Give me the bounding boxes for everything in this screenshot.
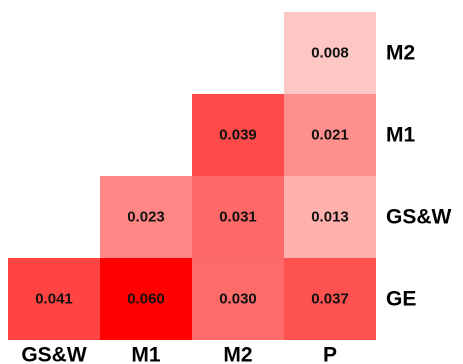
heatmap-cell-value-ge-gs-and-w: 0.041 — [35, 291, 73, 308]
heatmap-cell-ge-p — [284, 258, 376, 340]
heatmap-cell-value-ge-m1: 0.060 — [127, 291, 165, 308]
y-tick-label-ge: GE — [386, 288, 416, 311]
heatmap-cell-gs-and-w-m2 — [192, 176, 284, 258]
x-tick-label-m2: M2 — [223, 344, 252, 364]
heatmap-cell-gs-and-w-m1 — [100, 176, 192, 258]
heatmap-cell-m2-p — [284, 12, 376, 94]
heatmap-cell-value-ge-p: 0.037 — [311, 291, 349, 308]
heatmap-cell-gs-and-w-p — [284, 176, 376, 258]
heatmap-cell-m1-m2 — [192, 94, 284, 176]
heatmap-cell-value-ge-m2: 0.030 — [219, 291, 257, 308]
x-tick-label-gs-and-w: GS&W — [21, 344, 87, 364]
heatmap-cell-ge-gs-and-w — [8, 258, 100, 340]
heatmap-cell-value-m1-m2: 0.039 — [219, 127, 257, 144]
heatmap-cell-value-gs-and-w-m2: 0.031 — [219, 209, 257, 226]
heatmap-cell-m1-p — [284, 94, 376, 176]
y-tick-label-m1: M1 — [386, 124, 415, 147]
heatmap-cell-ge-m1 — [100, 258, 192, 340]
heatmap-cell-value-m2-p: 0.008 — [311, 45, 349, 62]
heatmap-cell-value-gs-and-w-p: 0.013 — [311, 209, 349, 226]
x-tick-label-p: P — [323, 344, 337, 364]
heatmap-cell-value-m1-p: 0.021 — [311, 127, 349, 144]
y-axis-tick-labels: M2 M1 GS&W GE — [386, 42, 452, 311]
heatmap-cell-ge-m2 — [192, 258, 284, 340]
heatmap-cell-value-gs-and-w-m1: 0.023 — [127, 209, 165, 226]
y-tick-label-gs-and-w: GS&W — [386, 206, 452, 229]
heatmap-cells: 0.008 0.039 0.021 0.023 0.031 0.013 0.041 0.060… — [8, 12, 376, 340]
x-axis-tick-labels: GS&W M1 M2 P — [21, 344, 337, 364]
y-tick-label-m2: M2 — [386, 42, 415, 65]
x-tick-label-m1: M1 — [131, 344, 160, 364]
